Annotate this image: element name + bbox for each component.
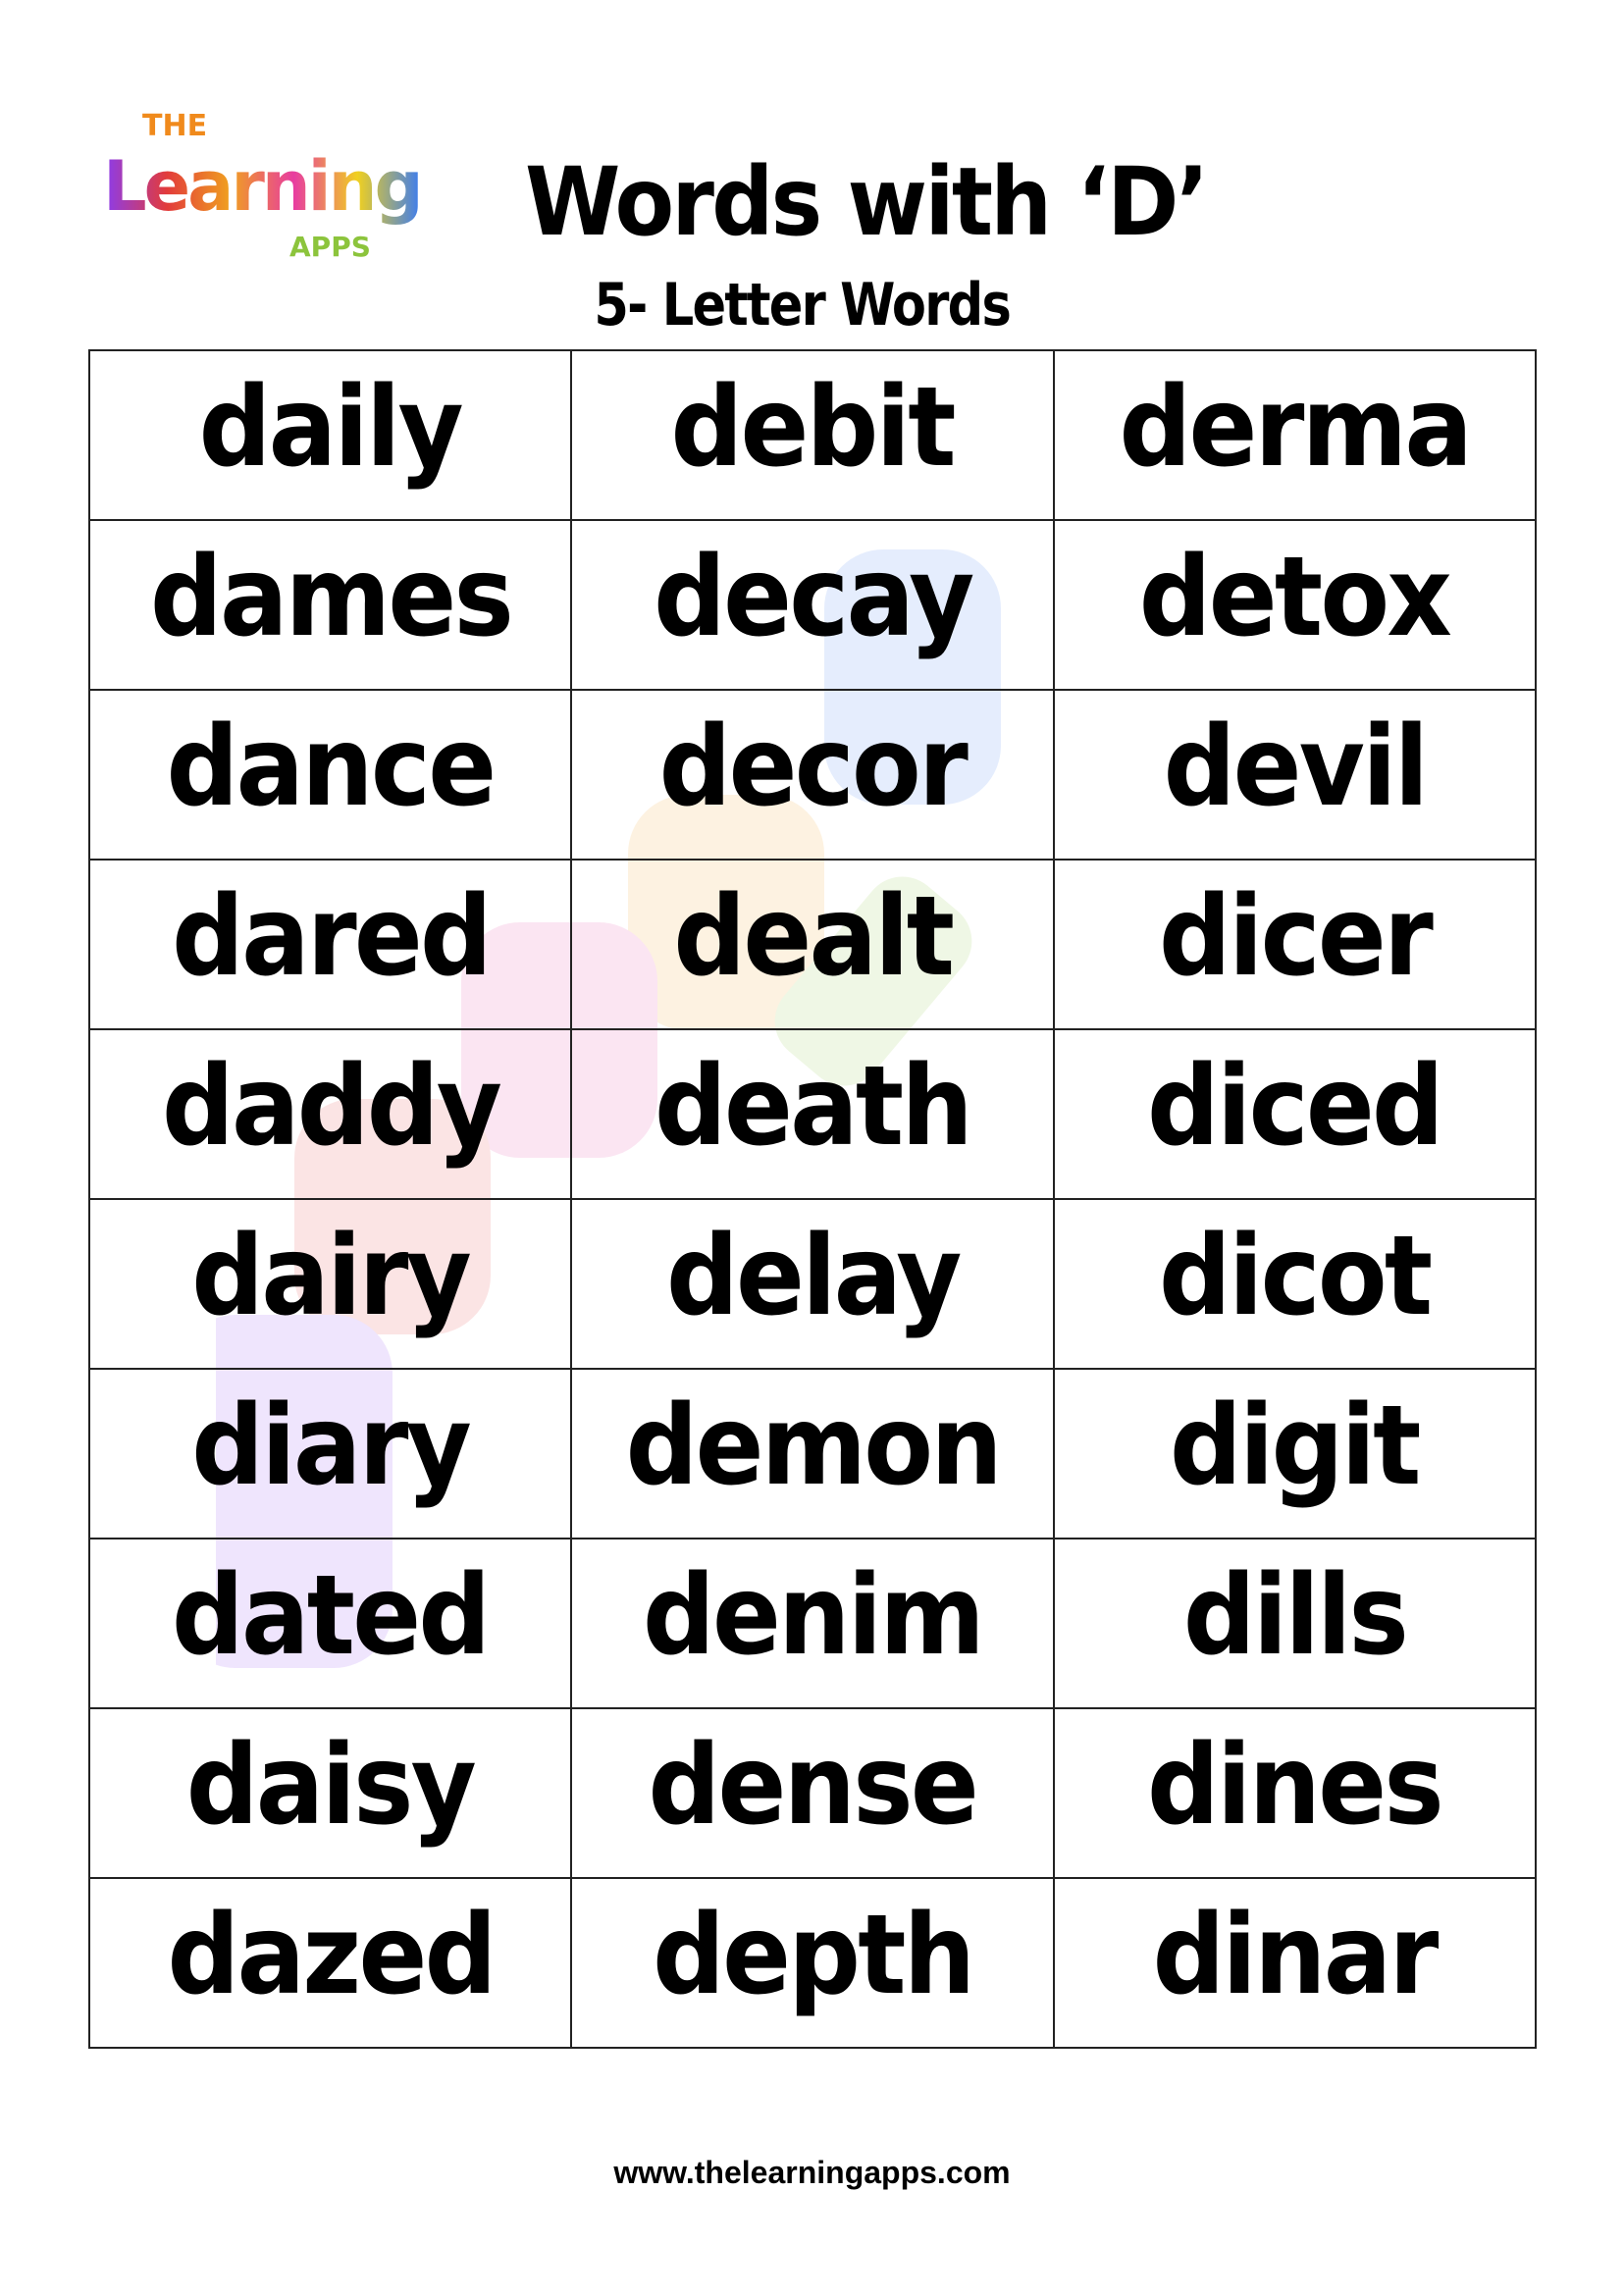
word: depth — [652, 1891, 975, 2019]
table-row: dazed depth dinar — [87, 1877, 1538, 2049]
word-cell: death — [570, 1028, 1055, 1200]
word-cell: decor — [570, 689, 1055, 861]
word-cell: dared — [87, 859, 573, 1030]
word: dairy — [191, 1212, 472, 1340]
word: diced — [1147, 1042, 1444, 1171]
word-cell: demon — [570, 1368, 1055, 1539]
word: decay — [653, 533, 974, 661]
word-cell: dills — [1052, 1538, 1538, 1709]
word-cell: devil — [1052, 689, 1538, 861]
word-cell: detox — [1052, 519, 1538, 691]
table-row: dames decay detox — [87, 519, 1538, 691]
word: daisy — [186, 1721, 477, 1850]
logo-text-apps: APPS — [289, 231, 371, 263]
subtitle-text: 5- Letter Words — [594, 271, 1012, 339]
word-cell: diced — [1052, 1028, 1538, 1200]
table-row: daisy dense dines — [87, 1707, 1538, 1879]
table-row: dared dealt dicer — [87, 859, 1538, 1030]
word-cell: dense — [570, 1707, 1055, 1879]
word: digit — [1170, 1382, 1422, 1510]
word-cell: derma — [1052, 349, 1538, 521]
word: dames — [149, 533, 514, 661]
word: delay — [665, 1212, 962, 1340]
word: denim — [643, 1551, 985, 1680]
word-cell: dames — [87, 519, 573, 691]
word-cell: dinar — [1052, 1877, 1538, 2049]
word: dills — [1182, 1551, 1409, 1680]
word-cell: dealt — [570, 859, 1055, 1030]
logo-text-the: THE — [142, 109, 208, 143]
word: dicer — [1158, 872, 1434, 1001]
word-cell: dance — [87, 689, 573, 861]
word-cell: debit — [570, 349, 1055, 521]
table-row: dance decor devil — [87, 689, 1538, 861]
page-title: Words with ‘D’ — [525, 147, 1209, 257]
word-cell: dairy — [87, 1198, 573, 1370]
word: death — [654, 1042, 973, 1171]
word: dealt — [673, 872, 955, 1001]
word-cell: dated — [87, 1538, 573, 1709]
table-row: daddy death diced — [87, 1028, 1538, 1200]
word: decor — [658, 703, 969, 831]
word: demon — [625, 1382, 1002, 1510]
word: dicot — [1159, 1212, 1433, 1340]
word-cell: dicot — [1052, 1198, 1538, 1370]
word: debit — [670, 363, 957, 492]
word: derma — [1119, 363, 1473, 492]
word-cell: dicer — [1052, 859, 1538, 1030]
table-row: dairy delay dicot — [87, 1198, 1538, 1370]
table-row: daily debit derma — [87, 349, 1538, 521]
page-subtitle: 5- Letter Words — [0, 271, 1624, 339]
word-cell: diary — [87, 1368, 573, 1539]
word: dazed — [167, 1891, 497, 2019]
word-cell: daisy — [87, 1707, 573, 1879]
word: dated — [172, 1551, 491, 1680]
word-cell: decay — [570, 519, 1055, 691]
word: dense — [648, 1721, 979, 1850]
word: detox — [1139, 533, 1452, 661]
logo-text-learning: Learning — [103, 146, 424, 227]
word-table: daily debit derma dames decay detox dance decor… — [87, 349, 1538, 2049]
word-cell: denim — [570, 1538, 1055, 1709]
word: devil — [1163, 703, 1428, 831]
word-table-body: daily debit derma dames decay detox dance decor… — [87, 349, 1538, 2049]
the-learning-apps-logo: THE Learning APPS — [103, 110, 496, 277]
word: dance — [166, 703, 498, 831]
word-cell: daily — [87, 349, 573, 521]
word: dared — [171, 872, 493, 1001]
word: dinar — [1152, 1891, 1440, 2019]
word-cell: digit — [1052, 1368, 1538, 1539]
table-row: diary demon digit — [87, 1368, 1538, 1539]
word: diary — [191, 1382, 472, 1510]
word-cell: daddy — [87, 1028, 573, 1200]
word-cell: delay — [570, 1198, 1055, 1370]
word-cell: dazed — [87, 1877, 573, 2049]
word-cell: dines — [1052, 1707, 1538, 1879]
table-row: dated denim dills — [87, 1538, 1538, 1709]
word: daddy — [161, 1042, 502, 1171]
footer-url: www.thelearningapps.com — [613, 2155, 1011, 2190]
word-cell: depth — [570, 1877, 1055, 2049]
word: dines — [1147, 1721, 1444, 1850]
word: daily — [199, 363, 464, 492]
